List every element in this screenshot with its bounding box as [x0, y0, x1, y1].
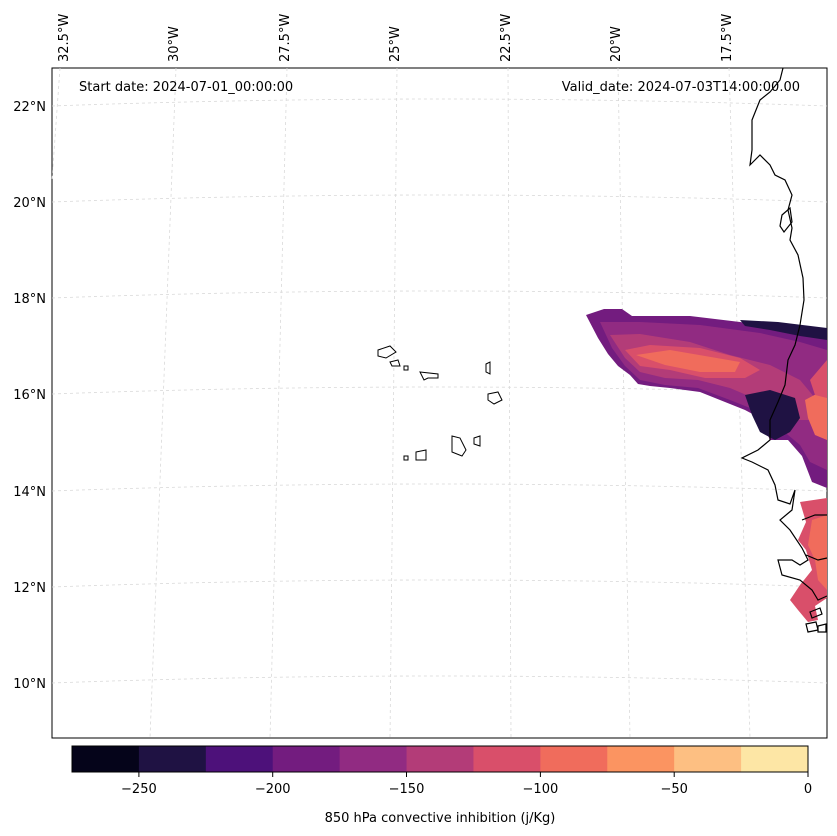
map-frame	[51, 67, 828, 739]
island-santiago	[451, 435, 467, 457]
lon-label-30w: 30°W	[167, 26, 182, 62]
latitude-labels: 22°N 20°N 18°N 16°N 14°N 12°N 10°N	[13, 100, 46, 692]
parallel-14n	[51, 483, 828, 492]
meridian-17-5w	[728, 67, 751, 739]
colorbar-tick-label: −200	[255, 782, 291, 797]
cap-blanc	[779, 206, 793, 234]
colorbar: −250 −200 −150 −100 −50 0 850 hPa convec…	[71, 745, 812, 826]
island-fogo	[415, 449, 427, 461]
colorbar-swatch	[72, 746, 140, 772]
colorbar-frame	[71, 745, 809, 773]
graticule	[51, 67, 828, 739]
lon-label-17-5w: 17.5°W	[720, 14, 735, 62]
casamance-coast	[805, 554, 828, 561]
colorbar-swatch	[406, 746, 474, 772]
meridian-32-5w	[51, 67, 61, 181]
lon-label-20w: 20°W	[609, 26, 624, 62]
colorbar-swatch	[473, 746, 541, 772]
cin-region-east-2	[810, 360, 827, 398]
parallel-10n	[51, 675, 828, 684]
bijagos-1	[809, 607, 823, 619]
colorbar-swatch	[741, 746, 809, 772]
parallel-20n	[51, 194, 828, 203]
island-sal	[485, 361, 491, 375]
parallel-12n	[51, 579, 828, 588]
meridian-20w	[617, 67, 631, 739]
meridian-27-5w	[269, 67, 288, 739]
lon-label-27-5w: 27.5°W	[278, 14, 293, 62]
cin-region-south-2	[808, 515, 827, 590]
lat-label-18n: 18°N	[13, 292, 46, 307]
west-africa-coast	[740, 67, 828, 601]
parallel-22n	[51, 98, 828, 107]
lat-label-12n: 12°N	[13, 581, 46, 596]
lat-label-22n: 22°N	[13, 100, 46, 115]
island-sao-vicente	[389, 359, 401, 367]
colorbar-swatch	[138, 746, 207, 772]
coastline	[740, 67, 828, 633]
cin-region-5	[636, 350, 740, 372]
parallel-18n	[51, 290, 828, 299]
colorbar-tick-label: −50	[660, 782, 687, 797]
cin-region-east	[805, 392, 827, 440]
map-panel: Start date: 2024-07-01_00:00:00 Valid_da…	[51, 67, 828, 739]
colorbar-tick-label: −250	[121, 782, 157, 797]
colorbar-label: 850 hPa convective inhibition (j/Kg)	[325, 811, 556, 826]
colorbar-swatch	[205, 746, 274, 772]
colorbar-swatch	[607, 746, 675, 772]
valid-date-text: Valid_date: 2024-07-03T14:00:00.00	[562, 80, 800, 95]
lat-label-16n: 16°N	[13, 388, 46, 403]
gambia-river	[801, 514, 827, 521]
lon-label-25w: 25°W	[388, 26, 403, 62]
lon-label-22-5w: 22.5°W	[499, 14, 514, 62]
island-sao-nicolau	[419, 371, 439, 381]
colorbar-ticks: −250 −200 −150 −100 −50 0	[121, 772, 812, 797]
lat-label-10n: 10°N	[13, 677, 46, 692]
island-maio	[473, 435, 481, 447]
start-date-text: Start date: 2024-07-01_00:00:00	[79, 80, 293, 95]
parallel-16n	[51, 386, 828, 395]
cin-field	[586, 309, 827, 622]
colorbar-tick-label: −100	[523, 782, 559, 797]
colorbar-swatch	[540, 746, 608, 772]
colorbar-swatches	[72, 746, 809, 772]
longitude-labels: 32.5°W 30°W 27.5°W 25°W 22.5°W 20°W 17.5…	[57, 14, 735, 62]
lat-label-14n: 14°N	[13, 485, 46, 500]
lon-label-32-5w: 32.5°W	[57, 14, 72, 62]
island-santo-antao	[377, 345, 397, 359]
lat-label-20n: 20°N	[13, 196, 46, 211]
meridian-25w	[389, 67, 398, 739]
meridian-30w	[149, 67, 177, 739]
cabo-verde-islands	[377, 345, 503, 461]
colorbar-swatch	[674, 746, 742, 772]
island-boa-vista	[487, 391, 503, 405]
island-santa-luzia	[403, 365, 409, 371]
colorbar-tick-label: −150	[389, 782, 425, 797]
colorbar-tick-label: 0	[804, 782, 812, 797]
colorbar-swatch	[272, 746, 341, 772]
colorbar-swatch	[339, 746, 408, 772]
bijagos-3	[817, 623, 827, 633]
island-brava	[403, 455, 409, 461]
cin-region-dark-north	[740, 320, 827, 340]
meridian-22-5w	[507, 67, 512, 739]
